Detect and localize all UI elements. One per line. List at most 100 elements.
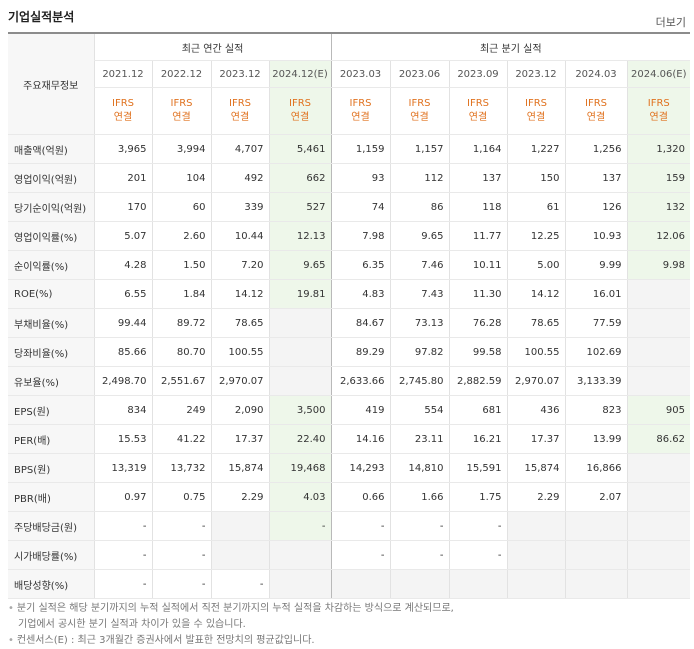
consolidated-line: 연결 xyxy=(468,112,488,123)
table-cell: 9.98 xyxy=(626,250,690,280)
table-cell: 5.00 xyxy=(506,250,565,280)
table-cell: 100.55 xyxy=(506,337,565,367)
table-cell: 0.97 xyxy=(93,482,152,512)
table-cell: 23.11 xyxy=(389,424,449,454)
table-cell: 4.03 xyxy=(268,482,331,512)
ifrs-line: IFRS xyxy=(349,98,372,109)
table-cell: 93 xyxy=(330,163,390,193)
period-header: 2024.03 xyxy=(564,60,627,88)
table-cell: 80.70 xyxy=(151,337,211,367)
table-cell: - xyxy=(330,540,390,570)
table-cell: 15,874 xyxy=(210,453,269,483)
table-cell: 7.98 xyxy=(330,221,390,251)
table-cell: - xyxy=(268,511,331,541)
table-row: 매출액(억원) 3,965 3,994 4,707 5,461 1,159 1,157 1,1… xyxy=(8,134,690,164)
ifrs-label: IFRS 연결 xyxy=(93,87,152,135)
consolidated-line: 연결 xyxy=(113,112,133,123)
table-cell: 436 xyxy=(506,395,565,425)
table-cell: 100.55 xyxy=(210,337,269,367)
table-cell: - xyxy=(448,511,507,541)
table-cell: 12.25 xyxy=(506,221,565,251)
table-cell: 2,745.80 xyxy=(389,366,449,396)
table-cell: 5,461 xyxy=(268,134,331,164)
table-cell: 12.13 xyxy=(268,221,331,251)
table-cell: 492 xyxy=(210,163,269,193)
row-label: 당좌비율(%) xyxy=(8,337,94,367)
row-label: ROE(%) xyxy=(8,279,94,309)
row-label: PBR(배) xyxy=(8,482,94,512)
table-cell: 78.65 xyxy=(210,308,269,338)
ifrs-line: IFRS xyxy=(289,98,311,109)
footnotes: • 분기 실적은 해당 분기까지의 누적 실적에서 직전 분기까지의 누적 실적을… xyxy=(8,601,454,649)
table-cell: 60 xyxy=(151,192,211,222)
table-cell: 2.29 xyxy=(506,482,565,512)
table-cell: 1.66 xyxy=(389,482,449,512)
table-cell xyxy=(626,453,690,483)
group-quarter: 최근 분기 실적 xyxy=(330,32,690,61)
table-cell: 1,157 xyxy=(389,134,449,164)
table-cell xyxy=(389,569,449,599)
table-cell: 104 xyxy=(151,163,211,193)
table-cell: 61 xyxy=(506,192,565,222)
table-cell: 102.69 xyxy=(564,337,627,367)
table-cell xyxy=(626,308,690,338)
table-cell: 10.44 xyxy=(210,221,269,251)
table-cell: 159 xyxy=(626,163,690,193)
table-row: 영업이익(억원) 201 104 492 662 93 112 137 150 137 159 xyxy=(8,163,690,193)
table-cell: 9.99 xyxy=(564,250,627,280)
ifrs-line: IFRS xyxy=(467,98,489,109)
table-cell: 126 xyxy=(564,192,627,222)
table-row: 주당배당금(원) - - - - - - xyxy=(8,511,690,541)
table-cell: 339 xyxy=(210,192,269,222)
table-cell: 1.50 xyxy=(151,250,211,280)
financial-table: 주요재무정보 최근 연간 실적 최근 분기 실적 2021.12 2022.12 2… xyxy=(8,32,690,599)
row-label: 배당성향(%) xyxy=(8,569,94,599)
table-cell: - xyxy=(151,540,211,570)
table-cell: 11.30 xyxy=(448,279,507,309)
table-cell: 2.29 xyxy=(210,482,269,512)
table-cell: - xyxy=(151,569,211,599)
table-cell: 41.22 xyxy=(151,424,211,454)
table-row: 유보율(%) 2,498.70 2,551.67 2,970.07 2,633.66 2,… xyxy=(8,366,690,396)
consolidated-line: 연결 xyxy=(526,112,546,123)
table-cell: 13,732 xyxy=(151,453,211,483)
table-cell xyxy=(626,482,690,512)
table-cell: 132 xyxy=(626,192,690,222)
table-cell: 1,159 xyxy=(330,134,390,164)
period-row: 2021.12 2022.12 2023.12 2024.12(E) 2023.03 20… xyxy=(8,60,690,88)
ifrs-line: IFRS xyxy=(112,98,134,109)
table-cell: 86 xyxy=(389,192,449,222)
table-cell: 9.65 xyxy=(389,221,449,251)
ifrs-label: IFRS 연결 xyxy=(389,87,449,135)
table-cell: 17.37 xyxy=(210,424,269,454)
table-cell: 1,256 xyxy=(564,134,627,164)
table-row: 당기순이익(억원) 170 60 339 527 74 86 118 61 126 132 xyxy=(8,192,690,222)
table-cell xyxy=(626,540,690,570)
more-link[interactable]: 더보기 xyxy=(655,16,686,29)
ifrs-label: IFRS 연결 xyxy=(448,87,507,135)
table-cell xyxy=(506,540,565,570)
table-row: EPS(원) 834 249 2,090 3,500 419 554 681 436 823 905 xyxy=(8,395,690,425)
table-row: 영업이익률(%) 5.07 2.60 10.44 12.13 7.98 9.65 11.77 1… xyxy=(8,221,690,251)
table-cell xyxy=(448,569,507,599)
table-cell xyxy=(268,308,331,338)
table-cell xyxy=(506,511,565,541)
table-cell: 249 xyxy=(151,395,211,425)
table-cell xyxy=(564,511,627,541)
row-label: 영업이익률(%) xyxy=(8,221,94,251)
period-header: 2023.09 xyxy=(448,60,507,88)
table-cell xyxy=(626,366,690,396)
table-cell: 99.58 xyxy=(448,337,507,367)
table-cell xyxy=(330,569,390,599)
table-cell: 13.99 xyxy=(564,424,627,454)
table-row: ROE(%) 6.55 1.84 14.12 19.81 4.83 7.43 11.30 14.… xyxy=(8,279,690,309)
table-cell: 16.21 xyxy=(448,424,507,454)
table-cell: 2,882.59 xyxy=(448,366,507,396)
period-header: 2023.06 xyxy=(389,60,449,88)
table-cell: 14.12 xyxy=(506,279,565,309)
row-label: EPS(원) xyxy=(8,395,94,425)
consolidated-line: 연결 xyxy=(351,112,370,123)
ifrs-line: IFRS xyxy=(585,98,607,109)
table-row: 시가배당률(%) - - - - - xyxy=(8,540,690,570)
corner-label: 주요재무정보 xyxy=(8,32,94,135)
